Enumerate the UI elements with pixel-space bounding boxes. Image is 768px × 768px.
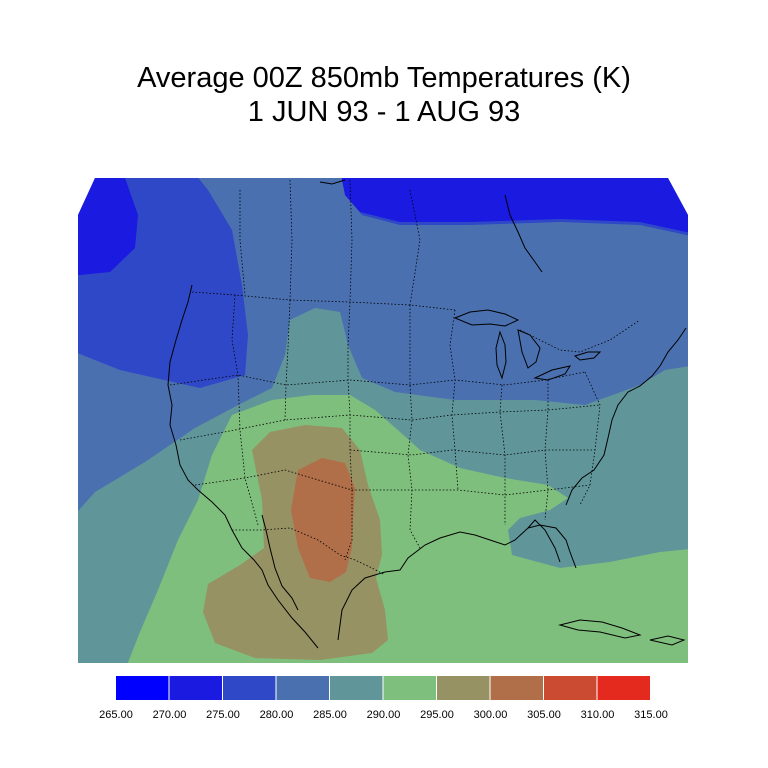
legend-label-8: 305.00: [527, 709, 561, 721]
legend-label-4: 285.00: [313, 709, 347, 721]
legend-label-1: 270.00: [152, 709, 187, 721]
atlantic-coastline: [565, 327, 687, 506]
legend-label-3: 280.00: [259, 709, 294, 721]
band-270-275-northwest: [78, 178, 138, 275]
legend-label-2: 275.00: [206, 709, 240, 721]
legend-label-10: 315.00: [634, 709, 668, 721]
gulf-coastline: [337, 519, 561, 641]
contour-fill: [78, 178, 690, 663]
title-line-1: Average 00Z 850mb Temperatures (K): [137, 62, 631, 94]
hispaniola-outline: [649, 635, 686, 646]
political-boundaries: [169, 179, 641, 576]
cuba-outline: [558, 619, 642, 639]
legend-swatch-7: [490, 676, 543, 700]
band-270-275-north: [340, 178, 690, 235]
band-300-305: [291, 458, 355, 582]
legend-swatch-4: [330, 676, 383, 700]
pacific-coastline: [167, 284, 319, 649]
title-line-2: 1 JUN 93 - 1 AUG 93: [247, 96, 521, 128]
legend-swatch-1: [169, 676, 222, 700]
state-lines: [169, 294, 601, 561]
color-legend: [116, 676, 650, 700]
legend-swatch-2: [223, 676, 276, 700]
legend-label-9: 310.00: [580, 709, 615, 721]
legend-swatch-6: [437, 676, 490, 700]
legend-swatch-5: [383, 676, 436, 700]
legend-label-0: 265.00: [99, 709, 133, 721]
legend-swatch-3: [276, 676, 329, 700]
legend-label-6: 295.00: [420, 709, 454, 721]
legend-swatch-0: [116, 676, 169, 700]
legend-label-5: 290.00: [366, 709, 401, 721]
us-canada-border: [191, 291, 641, 353]
hudson-bay-coastline: [319, 179, 543, 273]
legend-swatch-9: [597, 676, 650, 700]
coastlines: [167, 179, 687, 649]
legend-swatch-8: [544, 676, 597, 700]
lake-ontario: [573, 351, 602, 361]
legend-label-7: 300.00: [473, 709, 508, 721]
lake-michigan: [495, 330, 507, 380]
florida-coastline: [527, 524, 577, 569]
canadian-province-lines: [239, 179, 421, 306]
lake-superior: [453, 309, 520, 327]
us-mexico-border: [232, 527, 386, 576]
baja-coastline: [261, 514, 299, 611]
